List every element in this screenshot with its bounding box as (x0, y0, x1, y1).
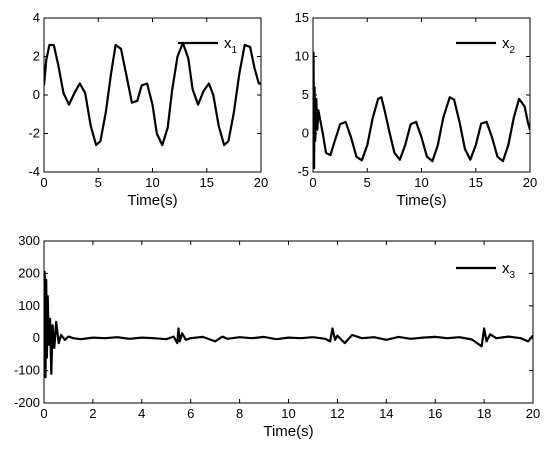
x-tick-label: 20 (254, 175, 268, 190)
x-axis-label: Time(s) (127, 192, 177, 209)
y-tick-label: 10 (295, 49, 309, 64)
y-tick-label: 0 (33, 330, 40, 345)
y-tick-label: -200 (14, 395, 40, 410)
x-tick-label: 0 (309, 175, 316, 190)
x-tick-label: 2 (89, 406, 96, 421)
plot-frame (43, 240, 534, 404)
y-tick-label: -4 (28, 164, 40, 179)
x-tick-label: 16 (428, 406, 442, 421)
x-tick-label: 15 (200, 175, 214, 190)
x-tick-label: 4 (138, 406, 145, 421)
y-tick-label: 0 (33, 87, 40, 102)
y-tick-label: 0 (302, 126, 309, 141)
series-line-x2 (313, 51, 530, 170)
x-tick-label: 6 (187, 406, 194, 421)
chart-1: 0 5 10 15 20 -4 -2 0 2 4 Time(s) x1 (28, 10, 268, 209)
y-tick-label: 300 (18, 233, 40, 248)
x-tick-label: 5 (364, 175, 371, 190)
x-tick-label: 15 (469, 175, 483, 190)
x-tick-label: 18 (477, 406, 491, 421)
legend-label-x2: x2 (502, 35, 516, 56)
x-tick-label: 0 (40, 175, 47, 190)
series-line-x3 (44, 270, 533, 379)
x-tick-label: 14 (379, 406, 393, 421)
y-tick-label: -100 (14, 363, 40, 378)
x-tick-label: 10 (145, 175, 159, 190)
x-tick-label: 5 (95, 175, 102, 190)
x-axis-label: Time(s) (263, 423, 313, 440)
x-tick-label: 10 (414, 175, 428, 190)
plot-frame (312, 17, 531, 173)
x-tick-label: 20 (526, 406, 540, 421)
legend-label-x1: x1 (224, 35, 238, 56)
x-tick-label: 10 (281, 406, 295, 421)
y-tick-label: 2 (33, 49, 40, 64)
x-axis-label: Time(s) (396, 192, 446, 209)
x-tick-label: 20 (523, 175, 537, 190)
chart-3: 0 2 4 6 8 10 12 14 16 18 20 -200 -100 0 100 200 300 Time(… (14, 233, 540, 440)
x-tick-label: 0 (40, 406, 47, 421)
legend-label-x3: x3 (502, 260, 516, 281)
y-tick-label: 4 (33, 10, 40, 25)
y-tick-label: -5 (297, 164, 309, 179)
y-tick-label: -2 (28, 126, 40, 141)
y-tick-label: 100 (18, 298, 40, 313)
y-tick-label: 200 (18, 265, 40, 280)
y-tick-label: 15 (295, 10, 309, 25)
x-tick-label: 12 (330, 406, 344, 421)
series-line-x1 (44, 41, 261, 147)
x-tick-label: 8 (236, 406, 243, 421)
y-tick-label: 5 (302, 87, 309, 102)
